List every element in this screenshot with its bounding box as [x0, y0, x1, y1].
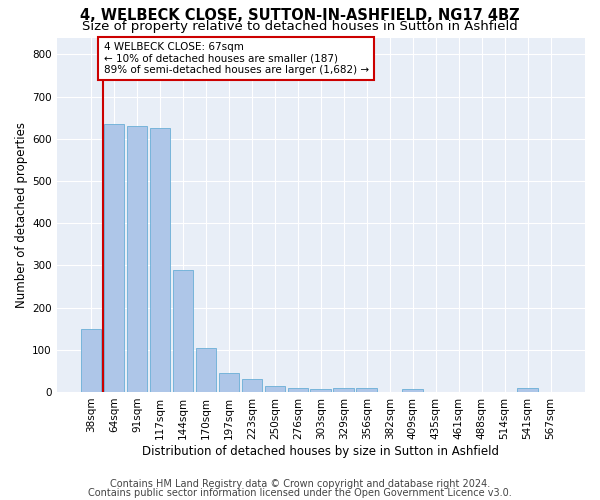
Bar	[196, 348, 216, 392]
Bar	[149, 128, 170, 392]
Y-axis label: Number of detached properties: Number of detached properties	[15, 122, 28, 308]
Bar	[173, 270, 193, 392]
Bar	[218, 374, 239, 392]
Bar	[334, 388, 354, 392]
Bar	[242, 379, 262, 392]
Bar	[127, 126, 148, 392]
Text: Contains public sector information licensed under the Open Government Licence v3: Contains public sector information licen…	[88, 488, 512, 498]
Text: 4, WELBECK CLOSE, SUTTON-IN-ASHFIELD, NG17 4BZ: 4, WELBECK CLOSE, SUTTON-IN-ASHFIELD, NG…	[80, 8, 520, 22]
Text: Contains HM Land Registry data © Crown copyright and database right 2024.: Contains HM Land Registry data © Crown c…	[110, 479, 490, 489]
Text: Size of property relative to detached houses in Sutton in Ashfield: Size of property relative to detached ho…	[82, 20, 518, 33]
Bar	[287, 388, 308, 392]
Bar	[104, 124, 124, 392]
Bar	[310, 388, 331, 392]
Bar	[403, 389, 423, 392]
Bar	[356, 388, 377, 392]
Bar	[80, 328, 101, 392]
Bar	[265, 386, 285, 392]
Text: 4 WELBECK CLOSE: 67sqm
← 10% of detached houses are smaller (187)
89% of semi-de: 4 WELBECK CLOSE: 67sqm ← 10% of detached…	[104, 42, 369, 75]
Bar	[517, 388, 538, 392]
X-axis label: Distribution of detached houses by size in Sutton in Ashfield: Distribution of detached houses by size …	[142, 444, 499, 458]
